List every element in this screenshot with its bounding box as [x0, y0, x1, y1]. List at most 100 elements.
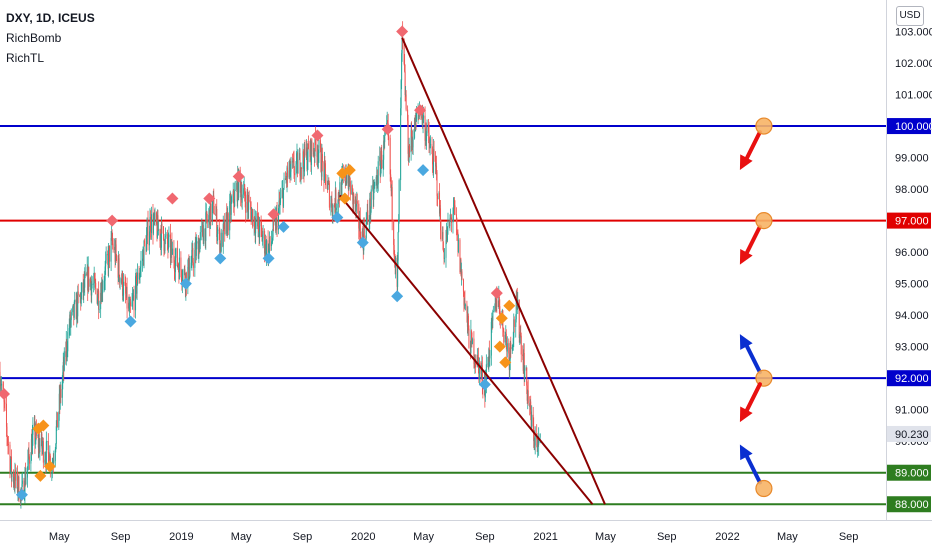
candle-body-9 [5, 403, 7, 427]
candle-body-476 [331, 198, 333, 212]
candle-body-168 [116, 255, 118, 259]
candle-body-435 [302, 151, 304, 163]
candle-body-675 [470, 330, 472, 354]
candle-body-84 [58, 412, 60, 428]
candle-body-468 [325, 174, 327, 189]
candle-body-723 [503, 331, 505, 343]
candle-body-191 [132, 296, 134, 298]
candle-body-441 [306, 161, 308, 169]
candle-body-277 [192, 248, 194, 263]
candle-body-123 [84, 273, 86, 276]
candle-body-686 [477, 356, 479, 363]
candle-body-129 [89, 279, 91, 287]
candle-body-253 [175, 248, 177, 258]
candle-body-571 [397, 232, 399, 261]
symbol-title[interactable]: DXY, 1D, ICEUS [6, 11, 95, 25]
candle-body-581 [404, 71, 406, 96]
candle-body-552 [384, 134, 386, 143]
candle-body-572 [398, 219, 400, 233]
projection-arrow-shaft-0 [743, 130, 762, 163]
candle-body-208 [144, 240, 146, 244]
signal-diamond-23 [391, 290, 404, 303]
candle-body-69 [47, 441, 49, 454]
candle-body-622 [433, 149, 435, 173]
candle-body-517 [359, 217, 361, 238]
candle-body-354 [246, 194, 248, 213]
signal-diamond-11 [214, 252, 227, 265]
candle-body-702 [488, 348, 490, 359]
candle-body-734 [511, 347, 513, 350]
candle-body-240 [166, 234, 168, 244]
x-tick-label-12: May [777, 531, 798, 543]
candle-body-295 [205, 212, 207, 241]
candle-body-390 [271, 241, 273, 243]
candle-body-313 [217, 229, 219, 234]
candle-body-553 [384, 131, 386, 135]
candle-body-249 [173, 248, 175, 263]
candle-body-532 [370, 208, 372, 215]
candle-body-583 [405, 94, 407, 110]
candle-body-274 [190, 262, 192, 267]
projection-arrow-shaft-1 [743, 224, 762, 257]
candle-body-514 [358, 203, 360, 229]
candle-body-33 [21, 480, 23, 484]
candle-body-78 [53, 460, 55, 463]
indicator-richtl[interactable]: RichTL [6, 51, 45, 65]
candle-body-673 [468, 328, 470, 348]
signal-diamond-32 [503, 299, 516, 312]
candle-body-587 [408, 145, 410, 163]
candle-body-672 [467, 315, 469, 329]
candle-body-232 [160, 223, 162, 248]
candle-body-745 [519, 336, 521, 338]
signal-diamond-1 [15, 488, 28, 501]
candle-body-739 [515, 319, 517, 327]
candle-body-173 [119, 278, 121, 283]
candle-body-645 [449, 217, 451, 227]
candle-body-525 [365, 220, 367, 239]
candle-body-574 [400, 108, 402, 181]
candle-body-58 [39, 444, 41, 452]
candle-body-138 [95, 282, 97, 289]
candle-body-254 [176, 248, 178, 267]
projection-arrow-shaft-2 [743, 342, 762, 375]
candle-body-632 [440, 208, 442, 231]
candle-body-8 [4, 402, 6, 404]
candle-body-258 [178, 257, 180, 280]
candle-body-223 [154, 212, 156, 221]
candle-body-735 [512, 344, 514, 348]
y-tick-label-1: 102.000 [895, 58, 932, 70]
candle-body-649 [452, 213, 454, 223]
candle-body-297 [206, 211, 208, 220]
candle-body-283 [196, 241, 198, 244]
candle-body-413 [287, 167, 289, 178]
indicator-richbomb[interactable]: RichBomb [6, 31, 62, 45]
candle-body-565 [393, 244, 395, 257]
candle-body-537 [373, 185, 375, 190]
candle-body-420 [292, 159, 294, 163]
candle-body-61 [41, 447, 43, 449]
candle-body-183 [126, 287, 128, 309]
candle-body-245 [170, 245, 172, 258]
x-tick-label-5: 2020 [351, 531, 375, 543]
candle-body-443 [307, 143, 309, 150]
currency-badge[interactable]: USD [896, 6, 924, 26]
candle-body-546 [380, 163, 382, 176]
level-price-tag-1 [887, 212, 931, 229]
candle-body-630 [439, 193, 441, 214]
candle-body-137 [94, 279, 96, 283]
candle-body-558 [388, 136, 390, 138]
candle-body-753 [524, 369, 526, 379]
candle-body-396 [275, 214, 277, 231]
candle-body-242 [167, 237, 169, 249]
candle-body-430 [299, 153, 301, 176]
candle-body-307 [213, 195, 215, 214]
candle-body-147 [101, 281, 103, 294]
signal-diamond-16 [311, 129, 324, 142]
candle-body-529 [368, 220, 370, 222]
candle-body-462 [321, 154, 323, 177]
candle-body-218 [150, 214, 152, 233]
candle-body-265 [184, 269, 186, 282]
candle-body-523 [363, 226, 365, 238]
